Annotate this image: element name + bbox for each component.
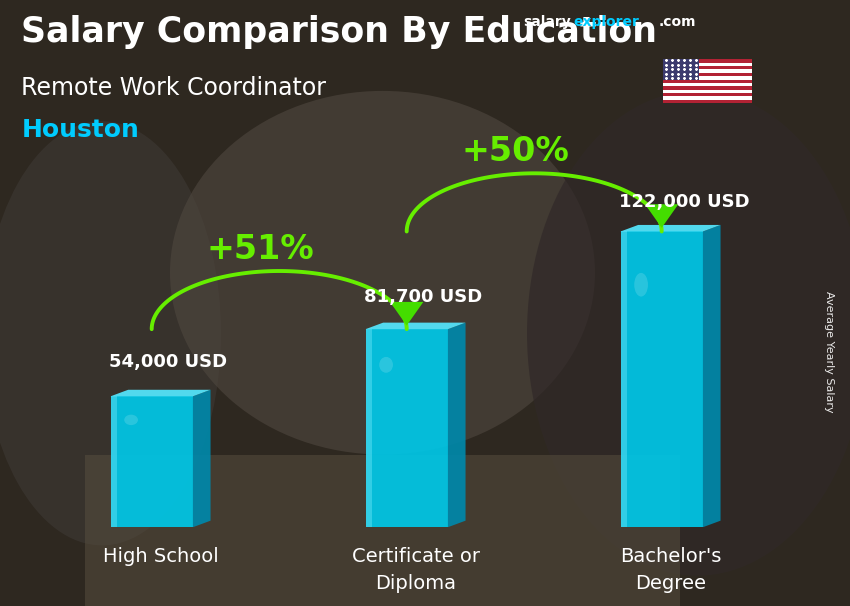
Text: Certificate or
Diploma: Certificate or Diploma [352,547,479,593]
Text: 81,700 USD: 81,700 USD [364,287,482,305]
Bar [85,454,680,606]
Bar [663,70,752,73]
Bar [663,79,752,83]
Ellipse shape [0,121,221,545]
Polygon shape [703,225,721,527]
Bar [663,59,699,79]
Polygon shape [110,396,193,527]
Ellipse shape [124,415,138,425]
Bar [663,73,752,76]
Text: High School: High School [103,547,218,566]
Polygon shape [366,329,372,527]
Bar [663,76,752,79]
Polygon shape [620,231,703,527]
Text: Bachelor's
Degree: Bachelor's Degree [620,547,721,593]
Bar [663,99,752,103]
Text: Remote Work Coordinator: Remote Work Coordinator [21,76,326,100]
Text: salary: salary [523,15,570,29]
Polygon shape [645,204,678,228]
Text: 54,000 USD: 54,000 USD [109,353,227,371]
Text: Houston: Houston [21,118,139,142]
Polygon shape [448,322,466,527]
Bar [663,93,752,96]
Bar [663,63,752,66]
Bar [663,90,752,93]
Ellipse shape [527,91,850,576]
Polygon shape [390,302,423,325]
Text: 122,000 USD: 122,000 USD [619,193,749,211]
Ellipse shape [379,357,393,373]
Text: explorer: explorer [574,15,639,29]
Polygon shape [110,396,117,527]
Bar [663,83,752,86]
Polygon shape [110,390,211,396]
Polygon shape [620,225,721,231]
Text: Salary Comparison By Education: Salary Comparison By Education [21,15,657,49]
Text: Average Yearly Salary: Average Yearly Salary [824,291,834,412]
Polygon shape [366,329,448,527]
Polygon shape [620,231,627,527]
Polygon shape [366,322,466,329]
Text: .com: .com [659,15,696,29]
Bar [663,66,752,70]
Ellipse shape [170,91,595,454]
Ellipse shape [634,273,648,296]
Text: +51%: +51% [207,233,314,265]
Text: +50%: +50% [462,135,569,168]
Bar [663,59,752,63]
Bar [663,86,752,90]
Polygon shape [193,390,211,527]
Bar [663,96,752,99]
